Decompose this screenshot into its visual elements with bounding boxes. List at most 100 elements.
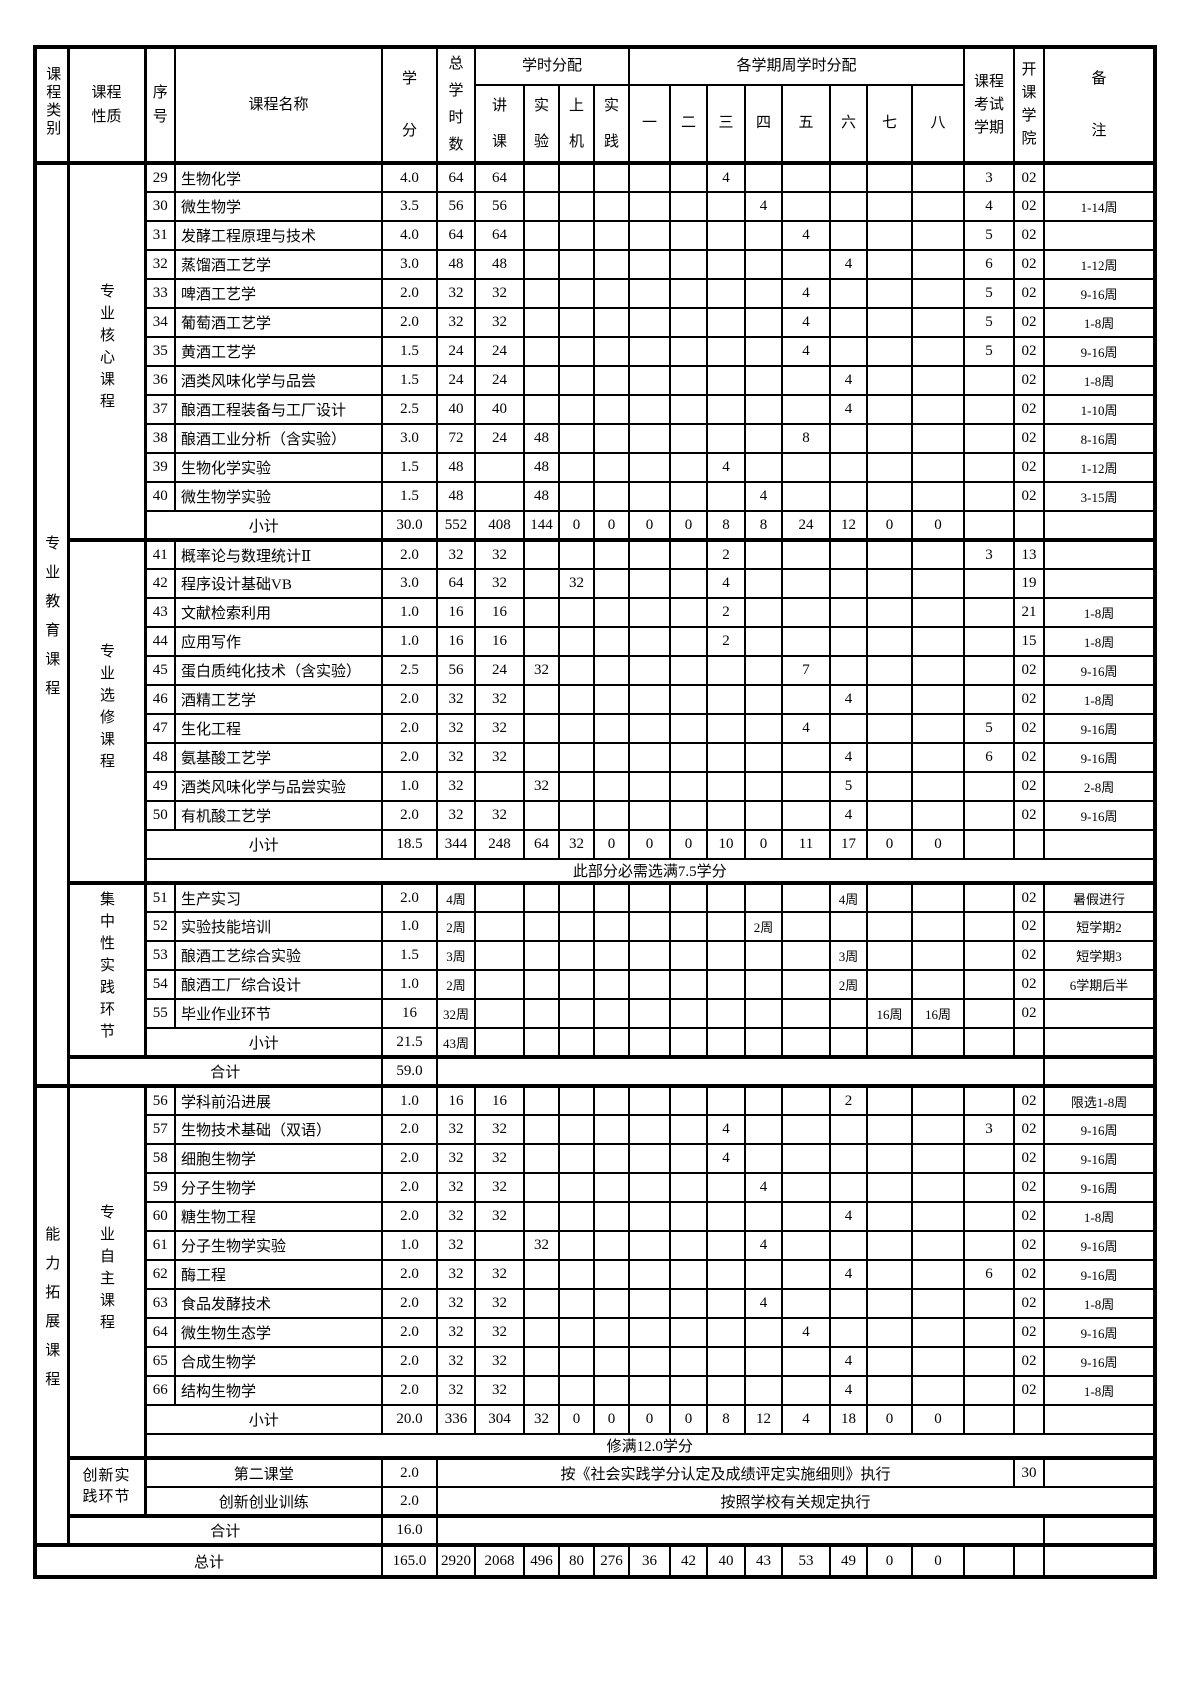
sem-5	[781, 539, 832, 570]
sem-3	[706, 1201, 747, 1232]
sem-7	[866, 1085, 914, 1116]
course-no: 36	[144, 365, 176, 396]
sem-2	[669, 481, 709, 512]
course-credit: 3.0	[381, 568, 438, 599]
sem-6	[829, 626, 869, 657]
course-credit: 2.0	[381, 882, 438, 913]
sem-4	[744, 940, 784, 971]
hour-computer	[558, 1259, 595, 1290]
sem-7	[866, 684, 914, 715]
sem-8	[911, 1085, 966, 1116]
subtotal-credit: 18.5	[381, 829, 438, 860]
policy-text: 按《社会实践学分认定及成绩评定实施细则》执行	[435, 1457, 1016, 1488]
course-name: 酿酒工程装备与工厂设计	[174, 394, 383, 425]
course-total-hours: 32	[436, 1172, 476, 1203]
hour-computer: 32	[558, 829, 595, 860]
sem-3: 4	[706, 1143, 747, 1174]
exam-semester	[963, 1317, 1016, 1348]
course-credit: 1.5	[381, 336, 438, 367]
header-sem-1: 一	[628, 84, 672, 165]
course-total-hours: 56	[436, 191, 476, 222]
sem-5	[781, 161, 832, 193]
sem-4: 4	[744, 1288, 784, 1319]
note-text: 此部分必需选满7.5学分	[143, 858, 1157, 885]
remark: 2-8周	[1043, 771, 1157, 802]
course-name: 实验技能培训	[174, 911, 383, 942]
sem-4	[744, 684, 784, 715]
hour-practice: 0	[592, 1404, 631, 1435]
course-credit: 1.5	[381, 940, 438, 971]
sem-2	[669, 161, 709, 193]
sem-4	[744, 1114, 784, 1145]
college-code	[1013, 1027, 1046, 1059]
course-name: 食品发酵技术	[174, 1288, 383, 1319]
remark	[1043, 1515, 1157, 1547]
remark	[1043, 829, 1157, 860]
course-credit: 1.0	[381, 911, 438, 942]
header-computer: 上 机	[558, 84, 595, 165]
sem-6	[829, 713, 869, 744]
sem-8	[911, 191, 966, 222]
sem-3	[706, 249, 747, 280]
subtotal-total-hours: 43周	[436, 1027, 476, 1059]
remark: 1-8周	[1043, 1201, 1157, 1232]
hour-experiment	[523, 713, 560, 744]
course-total-hours: 32	[436, 713, 476, 744]
college-code: 02	[1013, 684, 1046, 715]
header-college: 开 课 学 院	[1013, 46, 1046, 164]
exam-semester	[963, 1288, 1016, 1319]
sem-3: 40	[706, 1544, 747, 1578]
merged-empty	[435, 1515, 1046, 1547]
course-name: 啤酒工艺学	[174, 278, 383, 309]
table-row: 创新实践环节 第二课堂 2.0 按《社会实践学分认定及成绩评定实施细则》执行 30	[35, 1457, 1157, 1518]
sem-8	[911, 1317, 966, 1348]
sem-6: 4	[829, 800, 869, 831]
course-credit: 2.0	[381, 742, 438, 773]
hour-experiment	[523, 969, 560, 1000]
sem-7	[866, 191, 914, 222]
course-row: 34 葡萄酒工艺学 2.0 32 32 4 5 02 1-8周	[35, 307, 1157, 338]
course-credit: 2.0	[381, 1375, 438, 1406]
sem-7	[866, 655, 914, 686]
sem-6: 4	[829, 365, 869, 396]
sem-8	[911, 336, 966, 367]
sem-3	[706, 1288, 747, 1319]
subtotal-credit: 20.0	[381, 1404, 438, 1435]
section-label: 集中性实践环节	[67, 882, 147, 1059]
hour-practice	[592, 969, 631, 1000]
course-total-hours: 48	[436, 452, 476, 483]
hour-experiment	[523, 1346, 560, 1377]
sem-8	[911, 911, 966, 942]
college-code: 02	[1013, 771, 1046, 802]
exam-semester: 4	[963, 191, 1016, 222]
hour-lecture: 16	[474, 1085, 525, 1116]
sem-6	[829, 1143, 869, 1174]
total-credit: 16.0	[381, 1515, 438, 1547]
table-row: 小计 18.5 344 248 64 32 0 0 0 10 0 11 17 0 0	[35, 829, 1157, 860]
header-practice: 实 践	[592, 84, 631, 165]
header-sem-8: 八	[911, 84, 966, 165]
course-credit: 2.0	[381, 1346, 438, 1377]
sem-8	[911, 655, 966, 686]
course-total-hours: 32	[436, 1346, 476, 1377]
hour-lecture	[474, 1027, 525, 1059]
hour-computer	[558, 940, 595, 971]
total-label: 合计	[67, 1056, 383, 1088]
hour-experiment	[523, 1027, 560, 1059]
course-name: 葡萄酒工艺学	[174, 307, 383, 338]
course-name: 有机酸工艺学	[174, 800, 383, 831]
course-name: 第二课堂	[144, 1457, 383, 1488]
course-credit: 3.0	[381, 249, 438, 280]
table-row: 此部分必需选满7.5学分	[35, 858, 1157, 885]
sem-4	[744, 452, 784, 483]
sem-5	[781, 249, 832, 280]
course-total-hours: 64	[436, 568, 476, 599]
remark: 3-15周	[1043, 481, 1157, 512]
course-no: 64	[144, 1317, 176, 1348]
hour-experiment	[523, 539, 560, 570]
sem-5	[781, 1172, 832, 1203]
exam-semester: 3	[963, 161, 1016, 193]
sem-3	[706, 307, 747, 338]
course-total-hours: 48	[436, 481, 476, 512]
hour-practice	[592, 278, 631, 309]
